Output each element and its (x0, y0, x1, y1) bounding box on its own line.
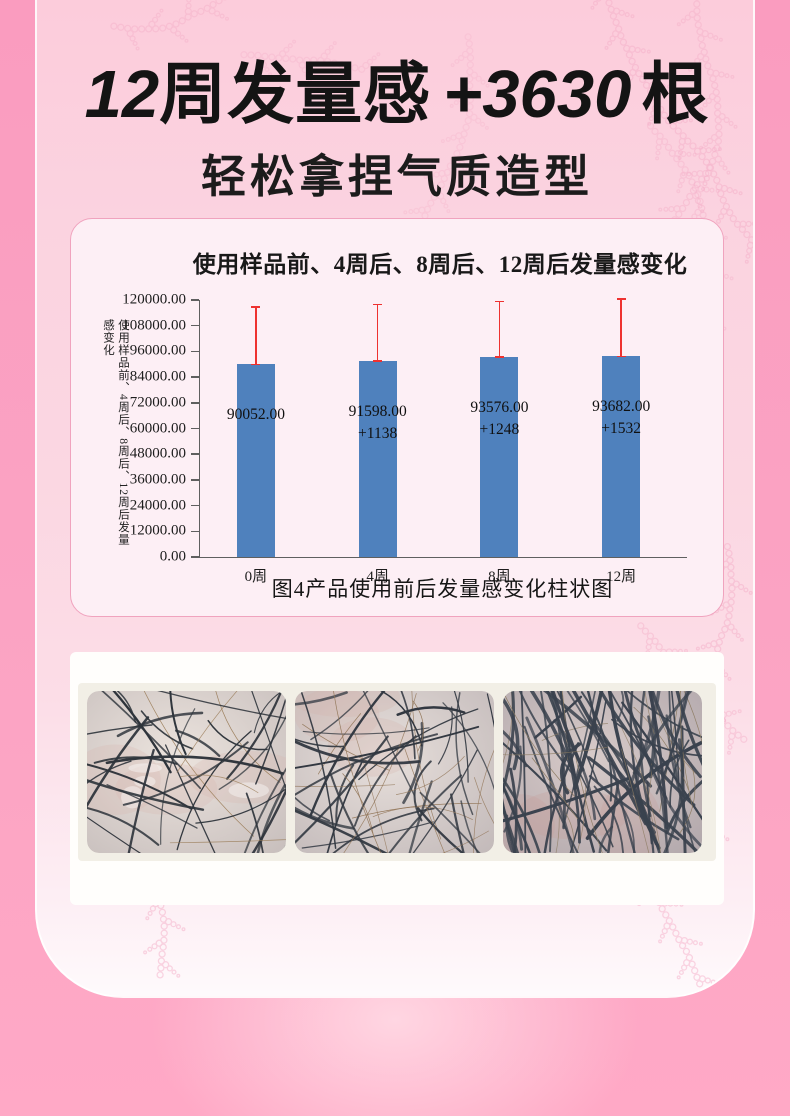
y-tick-label: 0.00 (159, 548, 186, 565)
microscope-photos-card (70, 652, 724, 905)
y-tick-label: 48000.00 (129, 445, 186, 462)
y-tick-mark (191, 427, 199, 430)
chart-bar (236, 364, 275, 557)
error-bar (376, 305, 379, 361)
error-bar-bottom-cap (616, 355, 626, 358)
y-tick-mark (191, 376, 199, 378)
y-tick-label: 36000.00 (129, 471, 186, 488)
y-tick-mark (191, 504, 199, 507)
y-tick-label: 12000.00 (129, 522, 186, 539)
y-tick-mark (191, 350, 199, 353)
x-category-label: 12周 (606, 569, 637, 585)
subtitle: 轻松拿捏气质造型 (200, 152, 593, 202)
x-category-label: 4周 (366, 569, 389, 585)
error-bar-top-cap (251, 306, 261, 308)
y-tick-label: 24000.00 (129, 497, 186, 514)
error-bar (255, 307, 257, 365)
y-tick-mark (191, 479, 199, 481)
y-tick-mark (191, 324, 199, 327)
scalp-microscope-photo-mid (295, 691, 494, 853)
x-category-label: 0周 (244, 569, 268, 585)
y-tick-mark (191, 299, 199, 301)
y-tick-label: 84000.00 (129, 368, 186, 385)
error-bar (620, 299, 622, 357)
chart-bar (602, 356, 641, 557)
bar-value-label: 91598.00 +1138 (348, 402, 407, 442)
error-bar (498, 302, 501, 357)
headline-text-2: 根 (641, 58, 710, 132)
y-tick-label: 120000.00 (122, 291, 186, 308)
error-bar-top-cap (616, 297, 626, 300)
chart-title: 使用样品前、4周后、8周后、12周后发量感变化 (192, 252, 688, 277)
error-bar-bottom-cap (494, 356, 504, 358)
headline-weeks-number: 12 (84, 57, 160, 132)
error-bar-top-cap (373, 303, 383, 306)
bar-chart-plot: 120000.00 108000.00 96000.00 84000.00 72000.… (122, 292, 687, 585)
chart-card: 使用样品前、4周后、8周后、12周后发量感变化 使用样品前、4周后、8周后、12… (70, 218, 724, 617)
bar-value-label: 93576.00 +1248 (470, 398, 529, 438)
headline-increase-number: +3630 (443, 57, 632, 132)
chart-bar (480, 356, 519, 557)
chart-bar (358, 360, 397, 557)
headline-text-1: 周发量感 (159, 58, 432, 132)
error-bar-bottom-cap (373, 360, 383, 362)
y-tick-label: 96000.00 (129, 342, 186, 359)
y-tick-mark (191, 453, 199, 455)
y-tick-label: 60000.00 (129, 420, 186, 436)
y-tick-label: 72000.00 (129, 394, 186, 411)
content-panel: 12周发量感 +3630 根 轻松拿捏气质造型 使用样品前、4周后、8周后、12周后… (35, 0, 755, 998)
error-bar-top-cap (494, 300, 504, 303)
error-bar-bottom-cap (251, 363, 261, 366)
scalp-microscope-photo-week12 (503, 691, 702, 853)
bar-value-label: 93682.00 +1532 (592, 398, 651, 438)
y-tick-mark (191, 530, 199, 533)
bar-value-label: 90052.00 (226, 406, 285, 424)
headline: 12周发量感 +3630 根 (37, 40, 753, 137)
y-tick-label: 108000.00 (122, 317, 186, 334)
scalp-microscope-photo-week0 (87, 691, 286, 853)
y-tick-mark (191, 556, 199, 558)
y-tick-mark (191, 402, 199, 404)
y-axis-title: 使用样品前、4周后、8周后、12周后发量感变化 (102, 319, 129, 546)
chart-caption: 图4产品使用前后发量感变化柱状图 (271, 577, 614, 601)
x-category-label: 8周 (488, 569, 511, 585)
